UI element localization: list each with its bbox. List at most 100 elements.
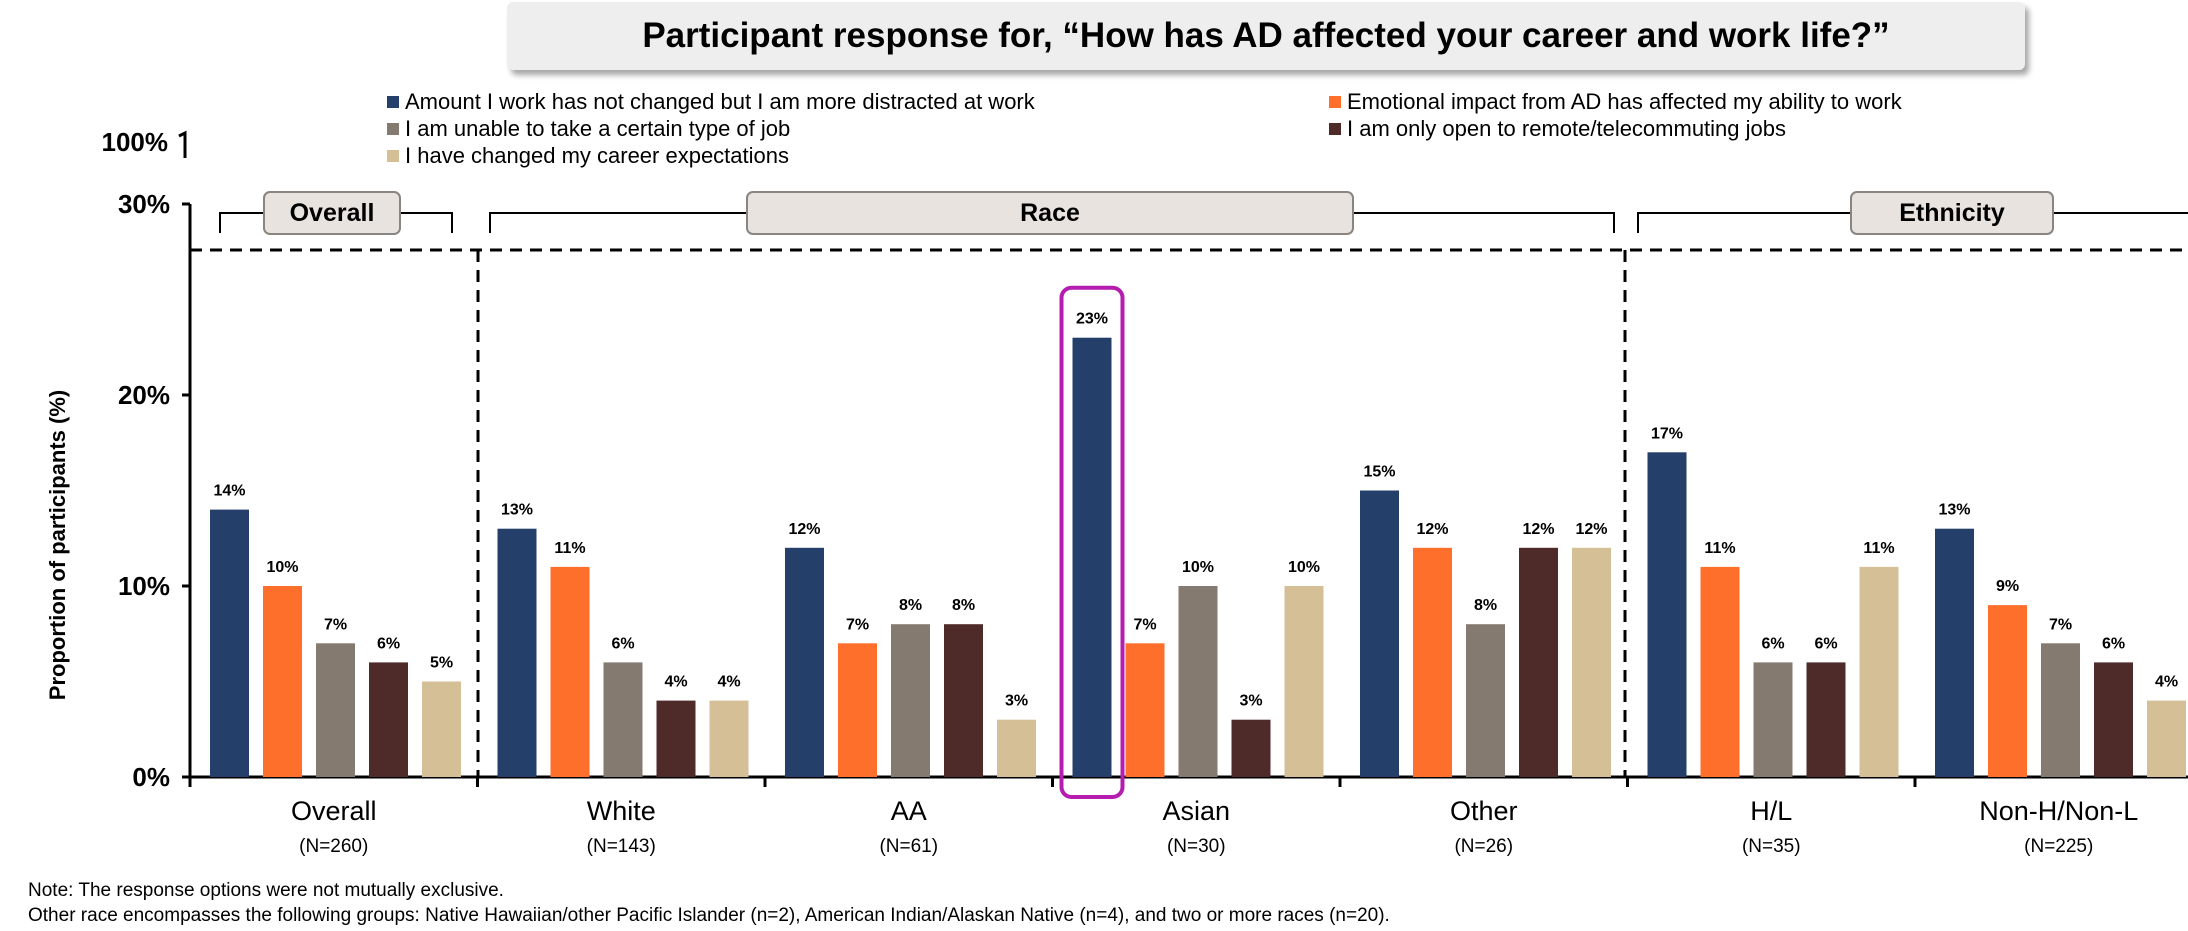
legend-item-emotional-impact: Emotional impact from AD has affected my… <box>1329 89 1902 115</box>
legend-swatch <box>387 123 399 135</box>
y-tick-label: 10% <box>118 571 170 601</box>
bar-value-label: 12% <box>1522 521 1554 538</box>
bar <box>785 547 824 777</box>
bar-value-label: 8% <box>1474 597 1497 614</box>
chart-legend: Amount I work has not changed but I am m… <box>387 89 2187 173</box>
bar <box>1125 643 1165 777</box>
legend-item-unable-job-type: I am unable to take a certain type of jo… <box>387 116 790 142</box>
chart-title: Participant response for, “How has AD af… <box>507 2 2025 70</box>
y-axis-title: Proportion of participants (%) <box>45 390 70 700</box>
bar-value-label: 7% <box>324 616 347 633</box>
bar <box>1988 605 2027 777</box>
bar-value-label: 12% <box>1416 521 1448 538</box>
bar <box>603 662 643 777</box>
legend-swatch <box>1329 123 1341 135</box>
highlight-box <box>1059 285 1125 799</box>
bar <box>997 719 1036 777</box>
bar <box>944 624 983 777</box>
bar-value-label: 12% <box>788 521 820 538</box>
category-n-label: (N=35) <box>1742 836 1801 857</box>
bar <box>1519 547 1558 777</box>
group-label-box <box>263 191 401 235</box>
bar-value-label: 14% <box>213 483 245 500</box>
bar <box>1572 547 1611 777</box>
bar-value-label: 13% <box>1938 502 1970 519</box>
group-label-box <box>746 191 1354 235</box>
bar-value-label: 15% <box>1363 464 1395 481</box>
bar <box>2041 643 2080 777</box>
bar-value-label: 6% <box>377 635 400 652</box>
bar <box>709 700 749 777</box>
bar-value-label: 3% <box>1005 693 1028 710</box>
bar-value-label: 13% <box>501 502 533 519</box>
bar <box>550 566 590 777</box>
legend-label: I am only open to remote/telecommuting j… <box>1347 116 1787 141</box>
group-label: Overall <box>290 199 375 227</box>
legend-item-career-expectations: I have changed my career expectations <box>387 143 789 169</box>
bar <box>1466 624 1505 777</box>
bar <box>656 700 696 777</box>
bar <box>263 586 302 777</box>
footnote-other-race: Other race encompasses the following gro… <box>28 905 1390 926</box>
group-label-box <box>1850 191 2054 235</box>
bar <box>422 681 461 777</box>
category-n-label: (N=26) <box>1454 836 1513 857</box>
bar <box>1413 547 1452 777</box>
bar-value-label: 6% <box>2102 635 2125 652</box>
bar-value-label: 7% <box>2049 616 2072 633</box>
bar-value-label: 17% <box>1651 425 1683 442</box>
bar <box>316 643 355 777</box>
bar-value-label: 6% <box>1814 635 1837 652</box>
bar <box>1072 337 1112 777</box>
group-label: Ethnicity <box>1899 199 2005 227</box>
bar-value-label: 5% <box>430 655 453 672</box>
legend-swatch <box>387 150 399 162</box>
bar-value-label: 8% <box>899 597 922 614</box>
bar-value-label: 11% <box>1704 540 1735 557</box>
category-label: Asian <box>1162 796 1230 826</box>
bar <box>1859 566 1899 777</box>
axis-break-symbol <box>178 130 187 158</box>
legend-label: I have changed my career expectations <box>405 143 790 168</box>
category-label: H/L <box>1750 796 1792 826</box>
bar-value-label: 10% <box>1288 559 1320 576</box>
bar-value-label: 8% <box>952 597 975 614</box>
bar <box>1935 528 1974 777</box>
category-label: Non-H/Non-L <box>1979 796 2138 826</box>
y-tick-label: 30% <box>118 189 170 219</box>
bar-value-label: 10% <box>1182 559 1214 576</box>
bar <box>2094 662 2133 777</box>
bar <box>1284 586 1324 777</box>
bar <box>1178 586 1218 777</box>
axis-break-label: 100% <box>102 127 169 157</box>
bar-value-label: 10% <box>266 559 298 576</box>
category-label: White <box>587 796 656 826</box>
legend-item-remote-only: I am only open to remote/telecommuting j… <box>1329 116 1786 142</box>
group-label: Race <box>1020 199 1080 227</box>
category-label: Overall <box>291 796 377 826</box>
legend-swatch <box>387 96 399 108</box>
bar-value-label: 7% <box>1133 616 1156 633</box>
legend-label: Emotional impact from AD has affected my… <box>1347 89 1902 114</box>
category-n-label: (N=260) <box>299 836 368 857</box>
bar-value-label: 23% <box>1076 311 1108 328</box>
bar-value-label: 4% <box>717 674 740 691</box>
bar-value-label: 12% <box>1575 521 1607 538</box>
bar <box>838 643 877 777</box>
bar <box>1753 662 1793 777</box>
bar <box>1231 719 1271 777</box>
legend-swatch <box>1329 96 1341 108</box>
category-n-label: (N=30) <box>1167 836 1226 857</box>
bar <box>497 528 537 777</box>
category-label: Other <box>1450 796 1518 826</box>
category-n-label: (N=143) <box>587 836 656 857</box>
bar-value-label: 4% <box>2155 674 2178 691</box>
category-label: AA <box>891 796 927 826</box>
category-n-label: (N=61) <box>879 836 938 857</box>
bar <box>1806 662 1846 777</box>
bar <box>1647 452 1687 777</box>
bar-value-label: 6% <box>1761 635 1784 652</box>
bar-value-label: 11% <box>1863 540 1894 557</box>
y-tick-label: 20% <box>118 380 170 410</box>
